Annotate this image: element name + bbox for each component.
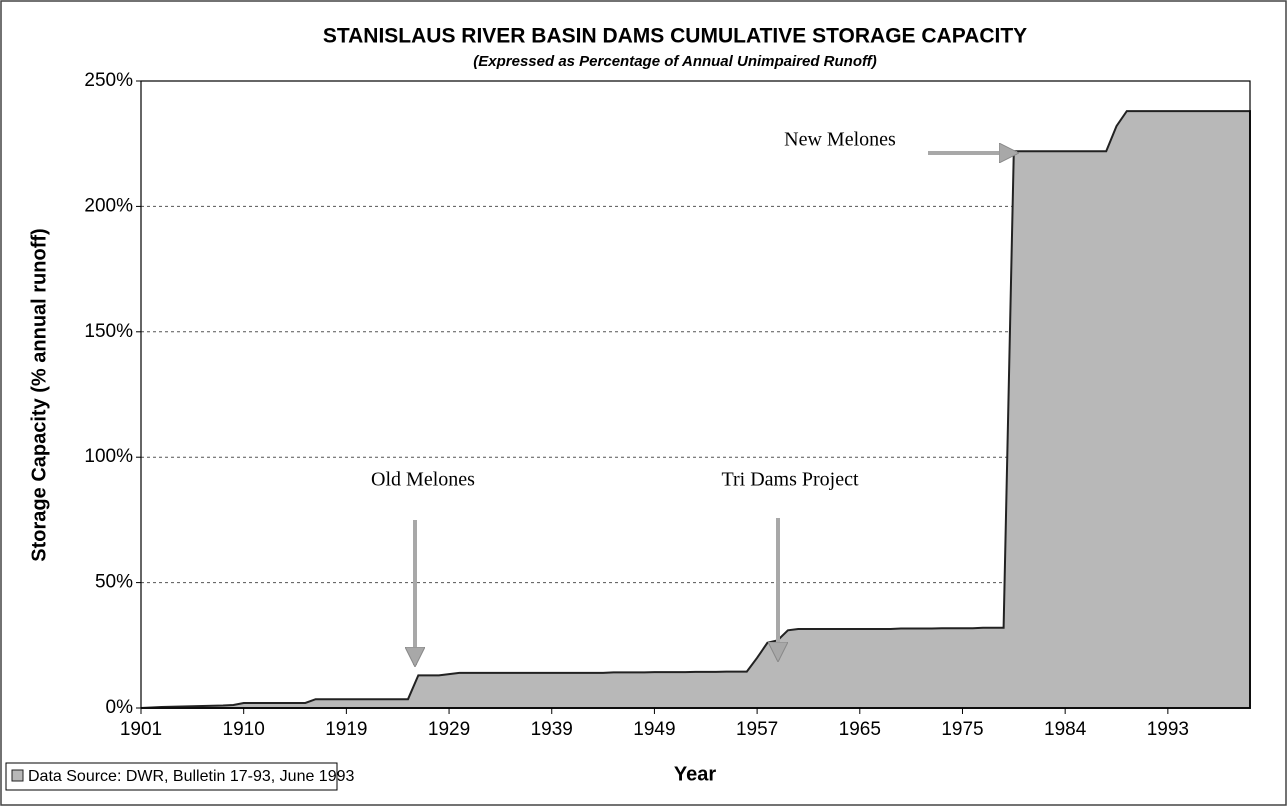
- x-tick-label: 1965: [839, 719, 881, 740]
- y-tick-label: 50%: [95, 572, 133, 593]
- x-tick-label: 1975: [941, 719, 983, 740]
- annotation: Old Melones: [371, 469, 475, 491]
- x-tick-label: 1993: [1147, 719, 1189, 740]
- y-axis-label: Storage Capacity (% annual runoff): [28, 228, 50, 561]
- x-tick-label: 1957: [736, 719, 778, 740]
- x-tick-label: 1901: [120, 719, 162, 740]
- x-tick-label: 1919: [325, 719, 367, 740]
- legend-box: [5, 762, 338, 791]
- x-tick-label: 1939: [531, 719, 573, 740]
- chart-subtitle: (Expressed as Percentage of Annual Unimp…: [473, 53, 876, 70]
- x-tick-label: 1929: [428, 719, 470, 740]
- plot-border: [140, 80, 1251, 709]
- area: [140, 110, 1251, 709]
- y-tick-label: 100%: [84, 446, 133, 467]
- legend-swatch: [11, 769, 24, 782]
- x-tick-label: 1949: [633, 719, 675, 740]
- y-tick-label: 150%: [84, 321, 133, 342]
- y-tick-label: 200%: [84, 195, 133, 216]
- annotation: New Melones: [784, 129, 896, 151]
- x-tick-label: 1984: [1044, 719, 1087, 740]
- x-tick-label: 1910: [223, 719, 265, 740]
- y-tick-label: 250%: [84, 70, 133, 91]
- legend-label: Data Source: DWR, Bulletin 17-93, June 1…: [28, 768, 355, 785]
- x-axis-label: Year: [674, 763, 716, 785]
- annotation: Tri Dams Project: [721, 469, 858, 491]
- chart-title: STANISLAUS RIVER BASIN DAMS CUMULATIVE S…: [323, 25, 1027, 48]
- y-tick-label: 0%: [106, 697, 134, 718]
